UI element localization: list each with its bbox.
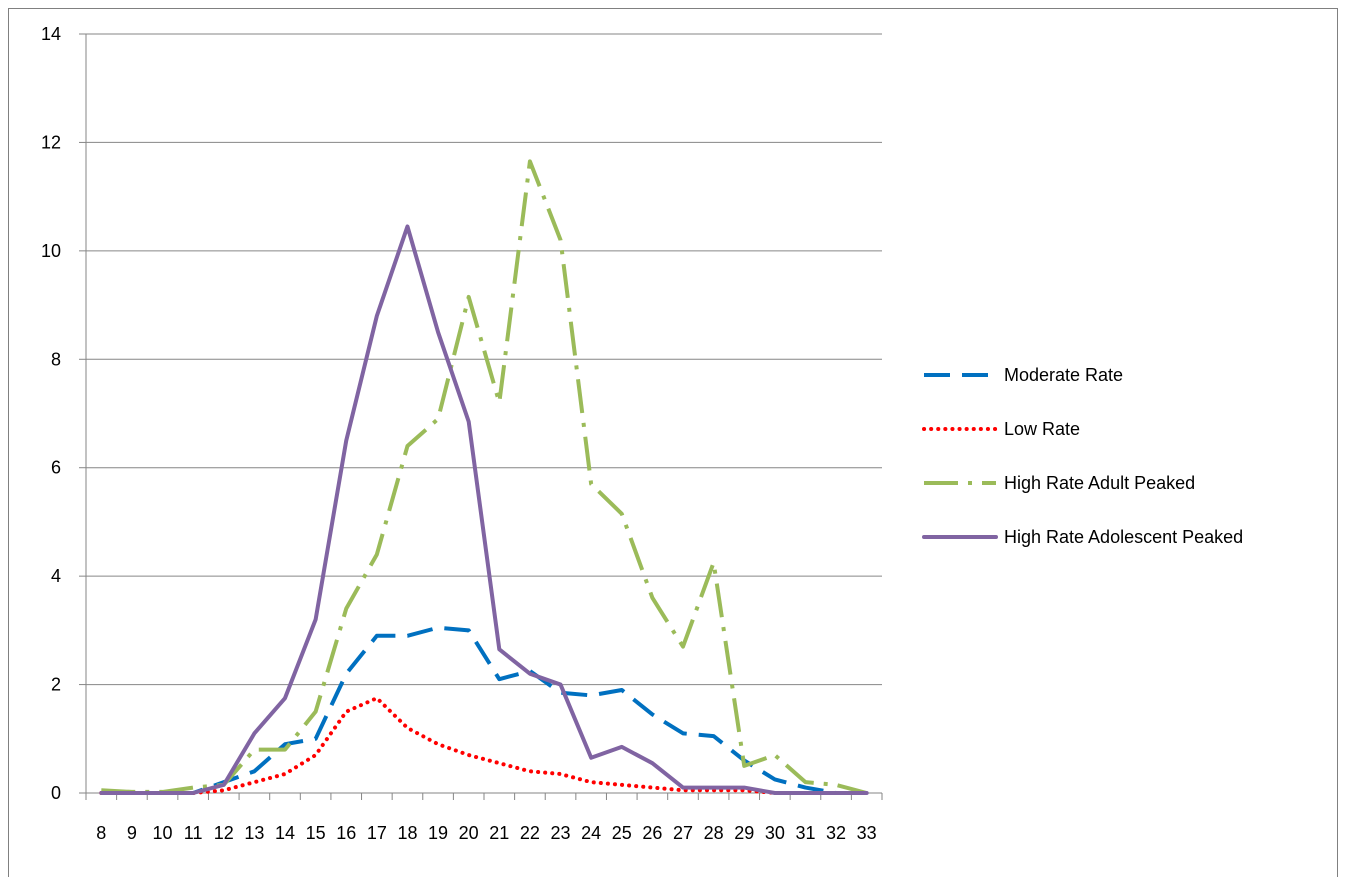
y-tick-label-6: 6	[51, 458, 61, 478]
x-tick-label-24: 24	[581, 823, 601, 843]
x-tick-label-18: 18	[397, 823, 417, 843]
x-tick-label-32: 32	[826, 823, 846, 843]
series-line-high-rate-adult-peaked	[101, 159, 868, 795]
series-line-low-rate	[99, 696, 869, 795]
y-tick-label-12: 12	[41, 132, 61, 152]
y-tick-label-10: 10	[41, 241, 61, 261]
x-tick-label-14: 14	[275, 823, 295, 843]
x-tick-label-19: 19	[428, 823, 448, 843]
y-axis-ticks: 0 2 4 6 8 10 12 14	[41, 24, 61, 803]
series-lines	[99, 159, 869, 795]
x-tick-label-26: 26	[642, 823, 662, 843]
x-tick-label-25: 25	[612, 823, 632, 843]
x-tick-label-21: 21	[489, 823, 509, 843]
x-tick-label-28: 28	[704, 823, 724, 843]
x-tick-label-9: 9	[127, 823, 137, 843]
x-tick-label-29: 29	[734, 823, 754, 843]
legend: Moderate Rate Low Rate High Rate Adult Pea…	[922, 365, 1243, 547]
x-tick-label-16: 16	[336, 823, 356, 843]
gridlines	[86, 33, 882, 686]
x-tick-label-11: 11	[184, 823, 203, 843]
y-tick-label-8: 8	[51, 349, 61, 369]
legend-label-moderate-rate: Moderate Rate	[1004, 365, 1123, 385]
x-tick-label-20: 20	[459, 823, 479, 843]
y-tick-label-4: 4	[51, 566, 61, 586]
x-axis-ticks: 8 9 10 11 12 13 14 15 16 17 18 19 20 21 22 23 24 25 26 27 28…	[96, 823, 876, 843]
x-tick-label-23: 23	[551, 823, 571, 843]
x-tick-label-12: 12	[214, 823, 234, 843]
x-tick-label-15: 15	[306, 823, 326, 843]
y-tick-label-2: 2	[51, 675, 61, 695]
x-tick-label-8: 8	[96, 823, 106, 843]
series-line-moderate-rate	[101, 625, 867, 795]
x-tick-label-30: 30	[765, 823, 785, 843]
chart-area	[8, 8, 1338, 877]
legend-label-low-rate: Low Rate	[1004, 419, 1080, 439]
x-tick-label-22: 22	[520, 823, 540, 843]
x-tick-label-33: 33	[857, 823, 877, 843]
x-tick-label-17: 17	[367, 823, 387, 843]
axes	[79, 33, 883, 800]
y-tick-label-14: 14	[41, 24, 61, 44]
x-tick-label-31: 31	[795, 823, 815, 843]
legend-label-high-rate-adult-peaked: High Rate Adult Peaked	[1004, 473, 1195, 493]
y-tick-label-0: 0	[51, 783, 61, 803]
legend-label-high-rate-adolescent-peaked: High Rate Adolescent Peaked	[1004, 527, 1243, 547]
x-tick-label-27: 27	[673, 823, 693, 843]
x-tick-label-13: 13	[244, 823, 264, 843]
series-line-high-rate-adolescent-peaked	[99, 224, 869, 795]
x-tick-label-10: 10	[153, 823, 173, 843]
